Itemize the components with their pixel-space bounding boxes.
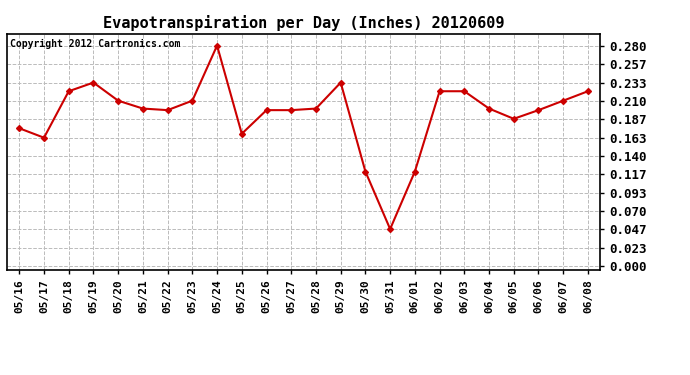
Text: Copyright 2012 Cartronics.com: Copyright 2012 Cartronics.com xyxy=(10,39,180,48)
Title: Evapotranspiration per Day (Inches) 20120609: Evapotranspiration per Day (Inches) 2012… xyxy=(103,15,504,31)
